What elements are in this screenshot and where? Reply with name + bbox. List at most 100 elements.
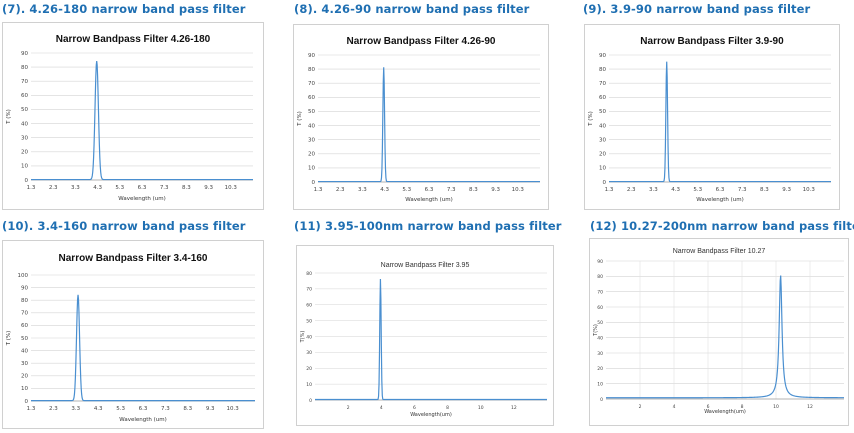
x-tick-label: 12 [807, 404, 813, 410]
y-tick-label: 60 [21, 93, 28, 99]
x-axis-label: Wavelength (um) [405, 197, 453, 203]
y-tick-label: 40 [599, 123, 606, 129]
chart-panel-10: Narrow Bandpass Filter 3.4-160 0 10 20 30 40 5… [2, 240, 264, 429]
x-tick-label: 4.3 [94, 406, 103, 412]
y-tick-label: 20 [597, 366, 603, 372]
x-tick-label: 1.3 [27, 185, 36, 191]
section-heading-7: (7). 4.26-180 narrow band pass filter [2, 2, 246, 16]
y-tick-label: 10 [21, 386, 28, 392]
x-tick-label: 10.3 [512, 187, 525, 193]
y-tick-label: 90 [21, 285, 28, 291]
y-tick-label: 90 [21, 51, 28, 57]
chart-panel-9: Narrow Bandpass Filter 3.9-90 0 10 20 30 40 50… [584, 24, 840, 210]
y-tick-label: 20 [21, 374, 28, 380]
x-tick-label: 2 [347, 405, 350, 411]
x-tick-label: 1.3 [314, 187, 323, 193]
y-tick-label: 80 [308, 67, 315, 73]
x-tick-label: 9.3 [491, 187, 500, 193]
y-tick-label: 50 [599, 109, 606, 115]
x-tick-label: 7.3 [447, 187, 456, 193]
x-tick-label: 6.3 [716, 187, 725, 193]
section-heading-12: (12) 10.27-200nm narrow band pass filter [590, 219, 854, 233]
chart-9-svg: Narrow Bandpass Filter 3.9-90 0 10 20 30 40 50… [588, 36, 831, 203]
x-tick-label: 8.3 [183, 406, 192, 412]
x-tick-label: 4 [673, 404, 676, 410]
y-tick-label: 10 [599, 166, 606, 172]
x-tick-label: 10.3 [225, 185, 238, 191]
series-line [606, 275, 845, 399]
y-tick-label: 40 [306, 334, 312, 340]
y-tick-label: 0 [312, 180, 316, 186]
y-tick-label: 30 [21, 361, 28, 367]
y-tick-label: 60 [306, 303, 312, 309]
x-tick-label: 3.3 [358, 187, 367, 193]
x-tick-label: 3.3 [71, 406, 80, 412]
series-line [318, 67, 540, 183]
y-tick-label: 40 [597, 335, 603, 341]
x-tick-label: 5.3 [693, 187, 702, 193]
chart-title: Narrow Bandpass Filter 4.26-90 [347, 36, 496, 47]
x-tick-label: 2.3 [49, 185, 58, 191]
x-tick-label: 3.3 [649, 187, 658, 193]
y-tick-label: 40 [21, 348, 28, 354]
x-tick-label: 5.3 [115, 185, 124, 191]
y-tick-label: 30 [306, 350, 312, 356]
x-tick-label: 2 [639, 404, 642, 410]
y-tick-label: 50 [21, 107, 28, 113]
x-tick-label: 10.3 [803, 187, 816, 193]
x-axis-label: Wavelength (um) [118, 196, 166, 202]
y-tick-label: 70 [21, 311, 28, 317]
x-tick-label: 7.3 [160, 185, 169, 191]
y-tick-label: 80 [597, 274, 603, 280]
section-heading-10: (10). 3.4-160 narrow band pass filter [2, 219, 246, 233]
y-tick-label: 90 [308, 53, 315, 59]
y-tick-label: 50 [597, 320, 603, 326]
x-tick-label: 8.3 [469, 187, 478, 193]
x-tick-label: 3.3 [71, 185, 80, 191]
chart-panel-12: Narrow Bandpass Filter 10.27 0 10 20 30 40 50 6… [589, 238, 849, 426]
chart-panel-11: Narrow Bandpass Filter 3.95 0 10 20 30 40 50 60… [296, 245, 554, 426]
x-tick-label: 6.3 [139, 406, 148, 412]
y-tick-label: 90 [599, 53, 606, 59]
y-tick-label: 10 [306, 382, 312, 388]
x-tick-label: 9.3 [206, 406, 215, 412]
y-tick-label: 20 [599, 152, 606, 158]
section-heading-11: (11) 3.95-100nm narrow band pass filter [294, 219, 562, 233]
series-line [609, 61, 831, 183]
y-tick-label: 20 [306, 366, 312, 372]
chart-12-svg: Narrow Bandpass Filter 10.27 0 10 20 30 40 50 6… [593, 248, 845, 415]
y-tick-label: 30 [21, 135, 28, 141]
y-tick-label: 30 [597, 351, 603, 357]
x-tick-label: 10.3 [226, 406, 239, 412]
x-tick-label: 10 [773, 404, 779, 410]
series-line [315, 278, 547, 401]
y-axis-label: T(%) [300, 331, 306, 344]
x-tick-label: 10 [478, 405, 484, 411]
y-tick-label: 70 [21, 79, 28, 85]
x-tick-label: 9.3 [204, 185, 213, 191]
section-heading-8: (8). 4.26-90 narrow band pass filter [294, 2, 530, 16]
chart-7-svg: Narrow Bandpass Filter 4.26-180 0 10 20 30 40… [6, 34, 253, 202]
x-tick-label: 1.3 [27, 406, 36, 412]
x-axis-label: Wavelength(um) [410, 412, 452, 418]
chart-11-svg: Narrow Bandpass Filter 3.95 0 10 20 30 40 50 60… [300, 262, 547, 418]
x-tick-label: 2.3 [336, 187, 345, 193]
y-tick-label: 30 [599, 137, 606, 143]
x-tick-label: 6.3 [138, 185, 147, 191]
y-tick-label: 60 [599, 95, 606, 101]
y-tick-label: 80 [306, 271, 312, 277]
x-tick-label: 1.3 [605, 187, 614, 193]
chart-title: Narrow Bandpass Filter 10.27 [673, 248, 766, 255]
series-line [31, 60, 253, 181]
y-tick-label: 100 [18, 273, 29, 279]
x-axis-label: Wavelength (um) [696, 197, 744, 203]
y-axis-label: T (%) [588, 111, 594, 127]
y-tick-label: 0 [309, 398, 312, 404]
y-tick-label: 70 [599, 81, 606, 87]
y-tick-label: 20 [21, 150, 28, 156]
x-tick-label: 7.3 [738, 187, 747, 193]
y-tick-label: 10 [597, 381, 603, 387]
y-tick-label: 80 [21, 65, 28, 71]
y-tick-label: 80 [599, 67, 606, 73]
x-tick-label: 4.3 [380, 187, 389, 193]
